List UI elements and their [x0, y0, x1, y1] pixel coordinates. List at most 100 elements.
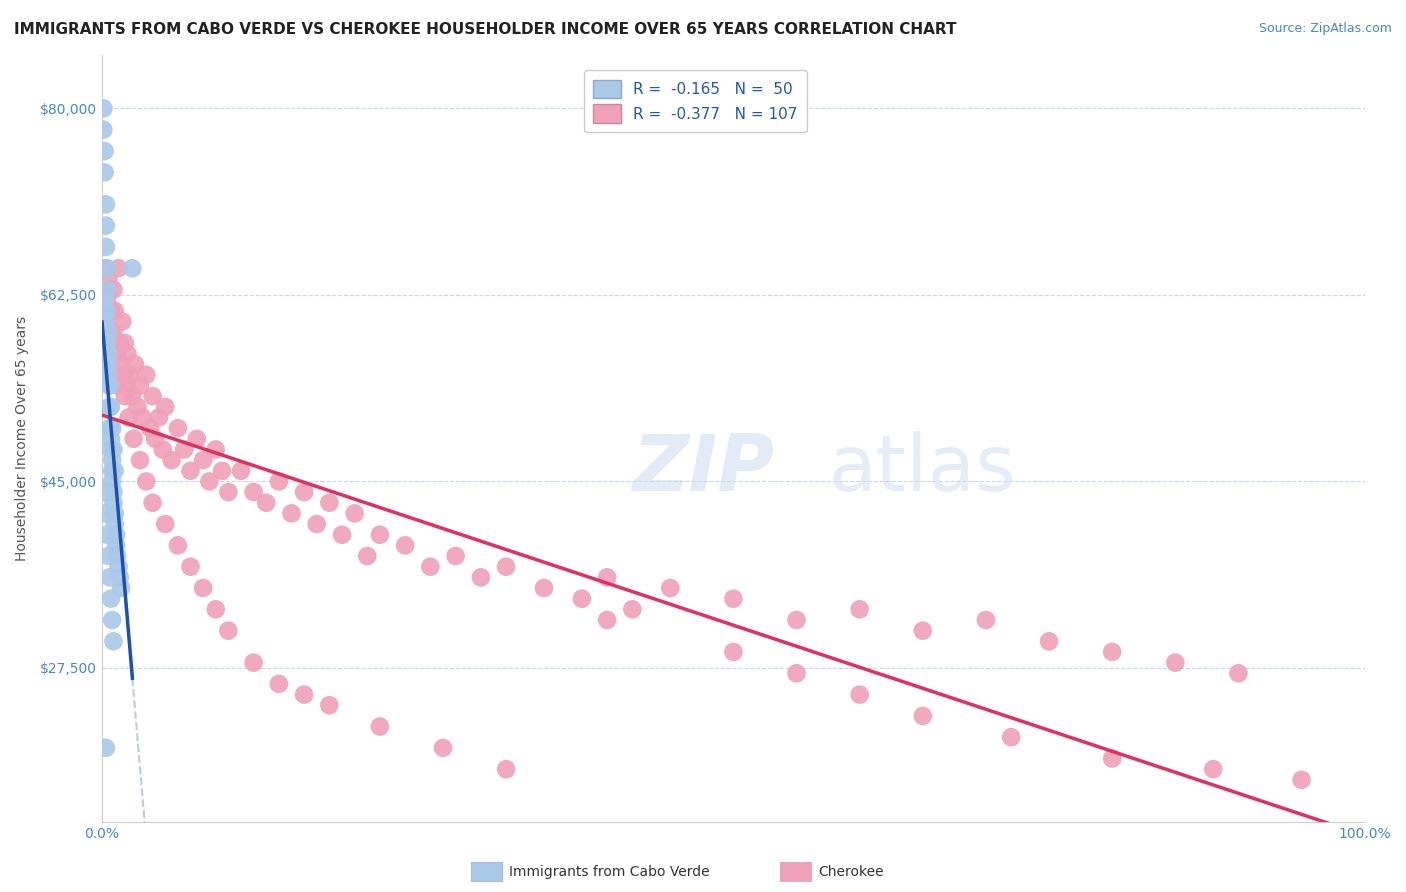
Point	[100, 325, 122, 339]
Point	[105, 549, 128, 563]
Point	[368, 527, 391, 541]
Point	[343, 507, 366, 521]
Point	[242, 656, 264, 670]
Point	[94, 261, 117, 276]
Point	[97, 549, 120, 563]
Point	[1202, 762, 1225, 776]
Point	[848, 688, 870, 702]
Point	[596, 613, 619, 627]
Point	[495, 559, 517, 574]
Point	[100, 591, 122, 606]
Point	[108, 335, 131, 350]
Text: ZIP: ZIP	[633, 432, 775, 508]
Point	[101, 613, 124, 627]
Point	[211, 464, 233, 478]
Point	[100, 400, 122, 414]
Point	[124, 357, 146, 371]
Point	[229, 464, 252, 478]
Point	[93, 165, 115, 179]
Point	[723, 591, 745, 606]
Point	[117, 346, 139, 360]
Y-axis label: Householder Income Over 65 years: Householder Income Over 65 years	[15, 317, 30, 561]
Point	[96, 283, 118, 297]
Point	[848, 602, 870, 616]
Point	[94, 315, 117, 329]
Point	[495, 762, 517, 776]
Point	[142, 389, 165, 403]
Point	[110, 357, 132, 371]
Point	[723, 645, 745, 659]
Point	[1038, 634, 1060, 648]
Point	[571, 591, 593, 606]
Point	[93, 122, 115, 136]
Point	[97, 346, 120, 360]
Point	[394, 538, 416, 552]
Point	[110, 581, 132, 595]
Text: Immigrants from Cabo Verde: Immigrants from Cabo Verde	[509, 865, 710, 880]
Point	[103, 325, 125, 339]
Point	[100, 442, 122, 457]
Point	[135, 368, 157, 382]
Point	[97, 357, 120, 371]
Point	[911, 709, 934, 723]
Point	[621, 602, 644, 616]
Legend: R =  -0.165   N =  50, R =  -0.377   N = 107: R = -0.165 N = 50, R = -0.377 N = 107	[585, 70, 807, 132]
Point	[204, 602, 226, 616]
Point	[117, 410, 139, 425]
Point	[596, 570, 619, 584]
Point	[118, 368, 141, 382]
Point	[1101, 645, 1123, 659]
Point	[155, 400, 177, 414]
Point	[254, 496, 277, 510]
Point	[786, 666, 808, 681]
Point	[115, 378, 138, 392]
Point	[204, 442, 226, 457]
Point	[97, 283, 120, 297]
Point	[217, 485, 239, 500]
Point	[659, 581, 682, 595]
Point	[129, 453, 152, 467]
Point	[104, 346, 127, 360]
Point	[104, 304, 127, 318]
Point	[121, 261, 143, 276]
Point	[152, 442, 174, 457]
Point	[155, 517, 177, 532]
Point	[98, 357, 121, 371]
Point	[318, 698, 340, 713]
Point	[1164, 656, 1187, 670]
Point	[166, 538, 188, 552]
Point	[103, 485, 125, 500]
Text: IMMIGRANTS FROM CABO VERDE VS CHEROKEE HOUSEHOLDER INCOME OVER 65 YEARS CORRELAT: IMMIGRANTS FROM CABO VERDE VS CHEROKEE H…	[14, 22, 956, 37]
Point	[101, 464, 124, 478]
Point	[148, 410, 170, 425]
Point	[103, 442, 125, 457]
Point	[98, 570, 121, 584]
Point	[111, 315, 134, 329]
Point	[911, 624, 934, 638]
Point	[142, 496, 165, 510]
Point	[242, 485, 264, 500]
Point	[330, 527, 353, 541]
Point	[191, 581, 214, 595]
Point	[368, 720, 391, 734]
Point	[179, 559, 201, 574]
Point	[110, 368, 132, 382]
Point	[96, 335, 118, 350]
Point	[122, 432, 145, 446]
Point	[97, 368, 120, 382]
Point	[974, 613, 997, 627]
Point	[173, 442, 195, 457]
Point	[101, 421, 124, 435]
Point	[139, 421, 162, 435]
Point	[104, 517, 127, 532]
Point	[94, 335, 117, 350]
Point	[93, 102, 115, 116]
Point	[96, 293, 118, 308]
Point	[292, 485, 315, 500]
Point	[114, 389, 136, 403]
Text: Cherokee: Cherokee	[818, 865, 884, 880]
Point	[1000, 730, 1022, 744]
Point	[93, 485, 115, 500]
Point	[108, 570, 131, 584]
Point	[104, 507, 127, 521]
